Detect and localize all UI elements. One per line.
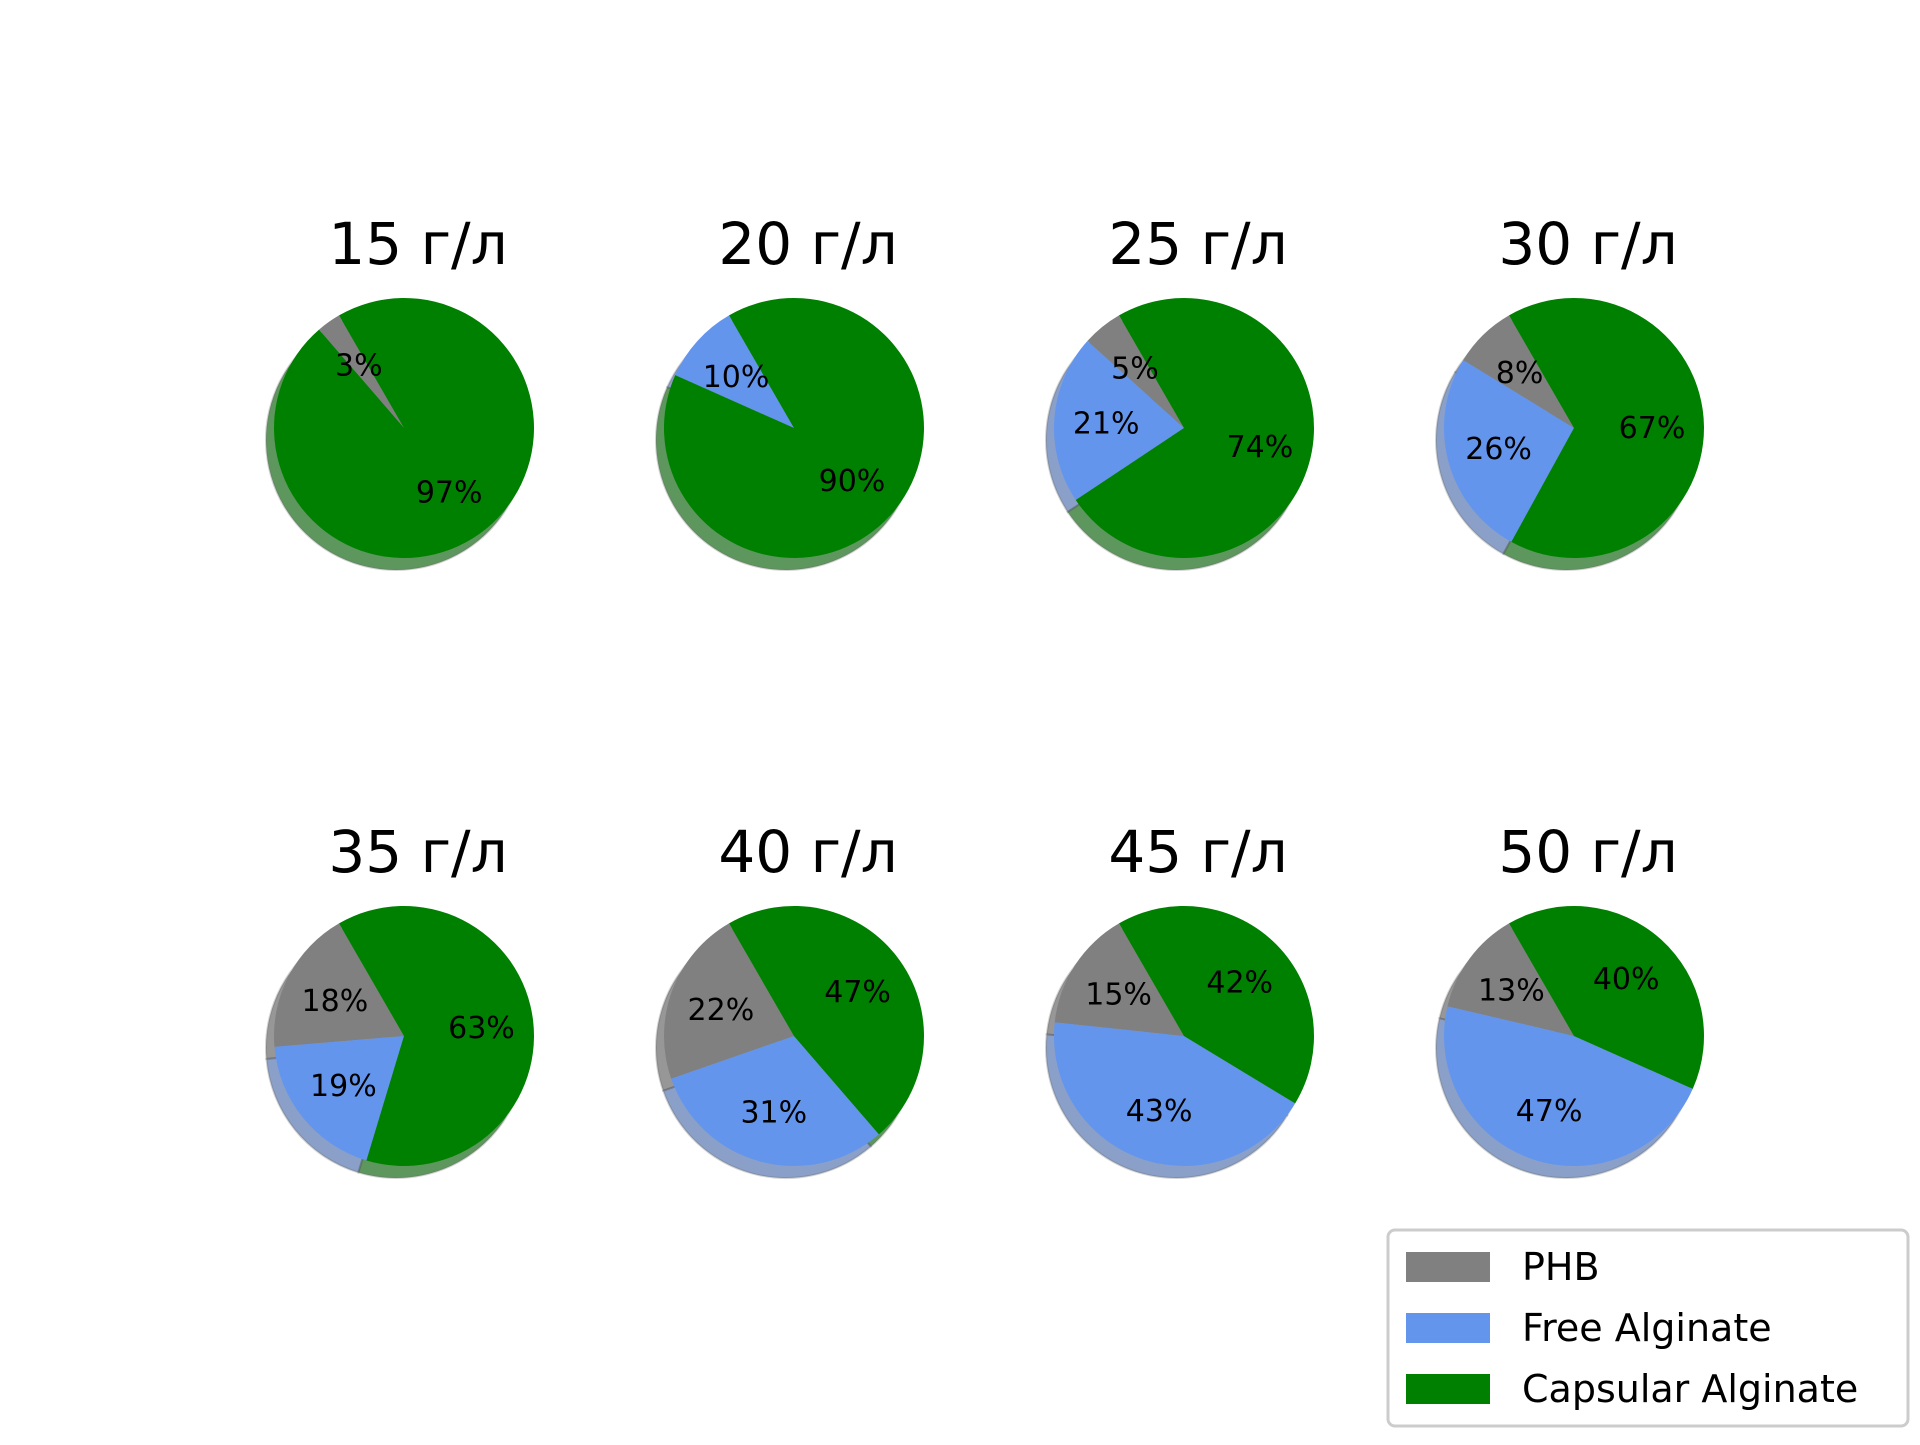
percent-label: 8%: [1496, 356, 1544, 391]
percent-label: 21%: [1073, 406, 1140, 441]
percent-label: 26%: [1465, 432, 1532, 467]
percent-label: 13%: [1478, 973, 1545, 1008]
percent-label: 43%: [1126, 1094, 1193, 1129]
percent-label: 15%: [1085, 978, 1152, 1013]
percent-label: 47%: [824, 975, 891, 1010]
pie-slice-phb: [319, 315, 404, 428]
pie-slice-free-alginate: [671, 1036, 879, 1166]
pie-chart: 30 г/л 8% 26% 67%: [1435, 210, 1705, 571]
pie-slice-free-alginate: [1053, 341, 1184, 500]
percent-label: 74%: [1227, 430, 1294, 465]
pie-slice-free-alginate: [1054, 1022, 1296, 1166]
percent-label: 47%: [1516, 1094, 1583, 1129]
percent-label: 31%: [740, 1095, 807, 1130]
pie-slice-capsular-alginate: [1509, 297, 1705, 558]
pie-chart: 20 г/л 10% 90%: [655, 210, 924, 571]
percent-label: 19%: [310, 1069, 377, 1104]
percent-label: 90%: [819, 464, 886, 499]
pie-slice-capsular-alginate: [729, 905, 925, 1135]
pie-title: 50 г/л: [1498, 818, 1677, 886]
legend: PHB Free Alginate Capsular Alginate: [1386, 1228, 1910, 1428]
pie-chart: 40 г/л 22% 31% 47%: [655, 818, 925, 1179]
percent-label: 18%: [302, 984, 369, 1019]
pie-title: 25 г/л: [1108, 210, 1287, 278]
pie-title: 20 г/л: [718, 210, 897, 278]
pie-slice-phb: [1447, 923, 1574, 1036]
percent-label: 97%: [416, 476, 483, 511]
percent-label: 10%: [703, 360, 770, 395]
pie-slice-phb: [1087, 315, 1184, 428]
pie-title: 30 г/л: [1498, 210, 1677, 278]
pie-title: 40 г/л: [718, 818, 897, 886]
legend-swatch-capsular-alginate: [1406, 1374, 1490, 1404]
percent-label: 5%: [1111, 351, 1159, 386]
pie-slice-phb: [1463, 315, 1574, 428]
legend-swatch-phb: [1406, 1252, 1490, 1282]
legend-label: Free Alginate: [1522, 1306, 1772, 1350]
pie-slice-phb: [274, 923, 404, 1047]
pie-title: 45 г/л: [1108, 818, 1287, 886]
percent-label: 40%: [1593, 962, 1660, 997]
percent-label: 67%: [1619, 411, 1686, 446]
pie-slice-capsular-alginate: [1075, 298, 1314, 558]
pie-slice-free-alginate: [1444, 360, 1574, 542]
pie-slice-phb: [1054, 923, 1184, 1036]
percent-label: 22%: [688, 993, 755, 1028]
pie-slice-free-alginate: [274, 1036, 404, 1161]
pie-chart: 25 г/л 5% 21% 74%: [1045, 210, 1314, 571]
pie-chart: 35 г/л 18% 19% 63%: [265, 818, 534, 1179]
legend-label: PHB: [1522, 1245, 1600, 1289]
percent-label: 3%: [335, 348, 383, 383]
pie-chart: 15 г/л 3% 97%: [265, 210, 535, 571]
pie-title: 35 г/л: [328, 818, 507, 886]
pie-slice-free-alginate: [675, 315, 794, 428]
legend-label: Capsular Alginate: [1522, 1367, 1858, 1411]
legend-frame: [1386, 1228, 1910, 1428]
pie-chart: 50 г/л 13% 47% 40%: [1435, 818, 1704, 1180]
pie-slice-capsular-alginate: [1119, 906, 1314, 1104]
pie-slice-capsular-alginate: [664, 297, 924, 559]
pie-slice-free-alginate: [1444, 1006, 1693, 1166]
pie-chart: 45 г/л 15% 43% 42%: [1045, 818, 1314, 1180]
pie-title: 15 г/л: [328, 210, 507, 278]
percent-label: 63%: [448, 1011, 515, 1046]
percent-label: 42%: [1206, 965, 1273, 1000]
pie-slice-capsular-alginate: [274, 297, 535, 558]
pie-slice-capsular-alginate: [339, 905, 534, 1166]
pie-slice-phb: [664, 923, 794, 1079]
pie-slice-capsular-alginate: [1509, 906, 1704, 1089]
legend-swatch-free-alginate: [1406, 1313, 1490, 1343]
